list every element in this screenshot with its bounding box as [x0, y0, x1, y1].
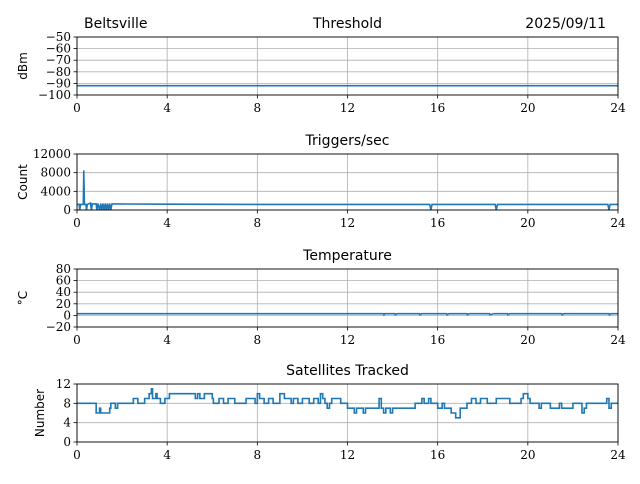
- x-tick-label: 8: [254, 216, 262, 230]
- y-tick-label: 12000: [33, 147, 71, 161]
- x-tick-label: 20: [520, 216, 535, 230]
- x-tick-label: 24: [610, 216, 626, 230]
- subplot-0: 0 4 8 12 16 20 24 −50−60−70−80−90−100 Threshold d…: [16, 16, 626, 115]
- y-tick-label: −60: [46, 42, 71, 56]
- x-tick-label: 20: [520, 448, 535, 462]
- x-tick-label: 12: [340, 216, 355, 230]
- subplot-title: Temperature: [302, 248, 392, 264]
- y-tick-label: −50: [46, 30, 71, 44]
- x-tick-label: 20: [520, 333, 535, 347]
- y-tick-label: 40: [56, 285, 71, 299]
- x-tick-label: 16: [430, 101, 445, 115]
- x-tick-label: 4: [163, 333, 171, 347]
- y-tick-label: −80: [46, 65, 71, 79]
- y-axis-label: Count: [16, 164, 30, 200]
- y-tick-label: 20: [56, 297, 71, 311]
- y-axis-label: °C: [16, 291, 30, 305]
- x-tick-label: 12: [340, 101, 355, 115]
- y-tick-label: 4000: [40, 184, 71, 198]
- x-tick-label: 12: [340, 333, 355, 347]
- x-tick-label: 12: [340, 448, 355, 462]
- y-tick-label: −70: [46, 53, 71, 67]
- x-tick-label: 24: [610, 448, 626, 462]
- x-tick-label: 0: [73, 448, 81, 462]
- y-tick-label: −20: [46, 320, 71, 334]
- x-tick-label: 16: [430, 216, 445, 230]
- y-tick-label: 0: [63, 308, 71, 322]
- x-tick-label: 8: [254, 448, 262, 462]
- x-tick-label: 4: [163, 448, 171, 462]
- subplot-1: 0 4 8 12 16 20 24 12000 8000 4000 0 Triggers/sec Cou…: [16, 133, 626, 230]
- x-tick-label: 20: [520, 101, 535, 115]
- series-line: [77, 312, 618, 317]
- axes-frame: [76, 153, 619, 211]
- x-tick-label: 0: [73, 333, 81, 347]
- y-tick-label: 80: [56, 262, 71, 276]
- subplot-3: 0 4 8 12 16 20 24 12 8 4 0 Satellites Tracked Number: [33, 363, 626, 462]
- y-tick-label: −90: [46, 76, 71, 90]
- axes-frame: [76, 383, 619, 443]
- y-tick-label: 0: [63, 203, 71, 217]
- y-tick-label: 0: [63, 435, 71, 449]
- x-tick-label: 0: [73, 101, 81, 115]
- subplot-title: Triggers/sec: [305, 133, 390, 149]
- x-tick-label: 0: [73, 216, 81, 230]
- y-tick-label: −100: [38, 88, 71, 102]
- x-tick-label: 4: [163, 101, 171, 115]
- y-tick-label: 60: [56, 274, 71, 288]
- x-tick-label: 8: [254, 333, 262, 347]
- x-tick-label: 24: [610, 101, 626, 115]
- x-tick-label: 24: [610, 333, 626, 347]
- x-tick-label: 8: [254, 101, 262, 115]
- x-tick-label: 16: [430, 448, 445, 462]
- y-tick-label: 8: [63, 396, 71, 410]
- date-label: 2025/09/11: [525, 16, 606, 32]
- y-tick-label: 12: [56, 377, 71, 391]
- x-tick-label: 16: [430, 333, 445, 347]
- subplot-title: Satellites Tracked: [286, 363, 409, 379]
- y-tick-label: 8000: [40, 166, 71, 180]
- y-tick-label: 4: [63, 416, 71, 430]
- axes-frame: [76, 268, 619, 328]
- x-tick-label: 4: [163, 216, 171, 230]
- station-label: Beltsville: [84, 16, 147, 32]
- subplot-title: Threshold: [312, 16, 382, 32]
- axes-frame: [76, 36, 619, 96]
- series-line: [77, 388, 618, 419]
- y-axis-label: Number: [33, 389, 47, 437]
- y-axis-label: dBm: [16, 52, 30, 80]
